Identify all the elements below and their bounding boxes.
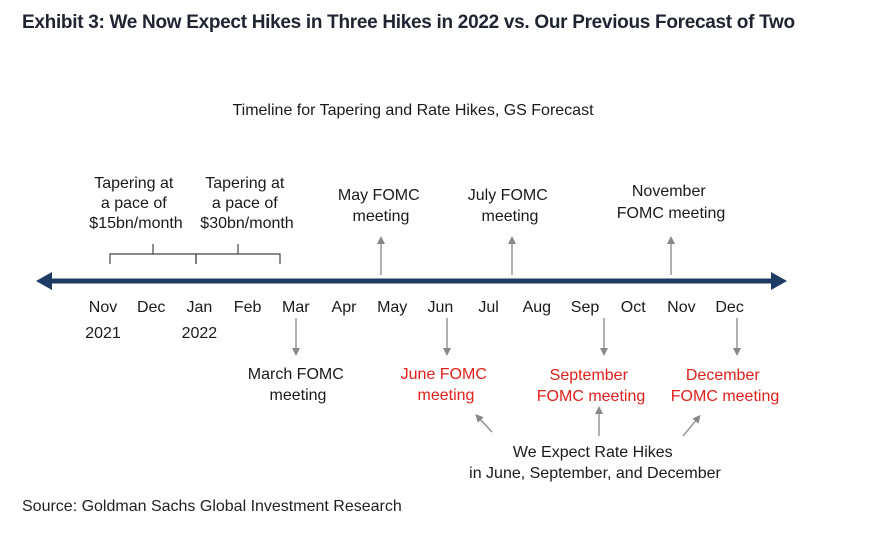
tapering-30bn-line-3: $30bn/month — [200, 215, 293, 232]
month-label: Sep — [571, 299, 600, 316]
annotation-arrow-december — [682, 414, 701, 437]
december-fomc-label: December FOMC meeting — [671, 367, 779, 405]
month-label: May — [377, 299, 407, 316]
month-label: Apr — [332, 299, 358, 316]
june-fomc-line-1: June FOMC — [401, 366, 487, 383]
july-fomc-line-1: July FOMC — [468, 187, 548, 204]
rate-hike-annotation-line-1: We Expect Rate Hikes — [513, 444, 673, 461]
may-fomc-line-1: May FOMC — [338, 187, 420, 204]
month-label: Dec — [137, 299, 165, 316]
year-label: 2021 — [85, 325, 121, 342]
september-fomc-line-2: FOMC meeting — [537, 388, 645, 405]
tapering-15bn-line-2: a pace of — [101, 195, 167, 212]
month-labels: Nov 2021 Dec Jan 2022 Feb Mar Apr May Jun Jul Aug Se… — [85, 299, 744, 342]
month-label: Oct — [621, 299, 646, 316]
november-fomc-label: November FOMC meeting — [617, 183, 725, 222]
month-label: Nov — [89, 299, 117, 316]
tapering-15bn-line-3: $15bn/month — [89, 215, 182, 232]
november-fomc-line-2: FOMC meeting — [617, 205, 725, 222]
timeline-left-arrow — [36, 272, 52, 290]
july-fomc-label: July FOMC meeting — [468, 187, 552, 225]
march-fomc-line-2: meeting — [270, 387, 327, 404]
september-fomc-line-1: September — [550, 367, 629, 384]
september-fomc-label: September FOMC meeting — [537, 367, 645, 405]
july-fomc-line-2: meeting — [482, 208, 539, 225]
diagram-title: Timeline for Tapering and Rate Hikes, GS… — [232, 102, 594, 119]
month-label: Nov — [667, 299, 695, 316]
tapering-30bn-bracket — [195, 244, 281, 264]
june-fomc-label: June FOMC meeting — [401, 366, 492, 404]
source-note: Source: Goldman Sachs Global Investment … — [22, 498, 402, 515]
tapering-15bn-line-1: Tapering at — [94, 175, 174, 192]
tapering-30bn-line-2: a pace of — [212, 195, 278, 212]
month-label: Feb — [234, 299, 262, 316]
month-label: Mar — [282, 299, 310, 316]
march-fomc-line-1: March FOMC — [248, 366, 344, 383]
tapering-30bn-label: Tapering at a pace of $30bn/month — [200, 175, 293, 232]
exhibit-title: Exhibit 3: We Now Expect Hikes in Three … — [22, 12, 795, 33]
december-fomc-line-1: December — [686, 367, 760, 384]
month-label: Jul — [478, 299, 498, 316]
year-label: 2022 — [182, 325, 218, 342]
tapering-30bn-line-1: Tapering at — [205, 175, 285, 192]
november-fomc-line-1: November — [632, 183, 706, 200]
month-label: Aug — [523, 299, 551, 316]
month-label: Jan — [187, 299, 213, 316]
december-fomc-line-2: FOMC meeting — [671, 388, 779, 405]
may-fomc-label: May FOMC meeting — [338, 187, 424, 225]
rate-hike-annotation: We Expect Rate Hikes in June, September,… — [469, 444, 721, 482]
tapering-15bn-label: Tapering at a pace of $15bn/month — [89, 175, 182, 232]
month-label: Dec — [715, 299, 743, 316]
rate-hike-annotation-line-2: in June, September, and December — [469, 465, 721, 482]
june-fomc-line-2: meeting — [418, 387, 475, 404]
tapering-15bn-bracket — [109, 244, 197, 264]
timeline-right-arrow — [771, 272, 787, 290]
month-label: Jun — [428, 299, 454, 316]
march-fomc-label: March FOMC meeting — [248, 366, 348, 404]
may-fomc-line-2: meeting — [353, 208, 410, 225]
annotation-arrow-june — [475, 414, 493, 433]
